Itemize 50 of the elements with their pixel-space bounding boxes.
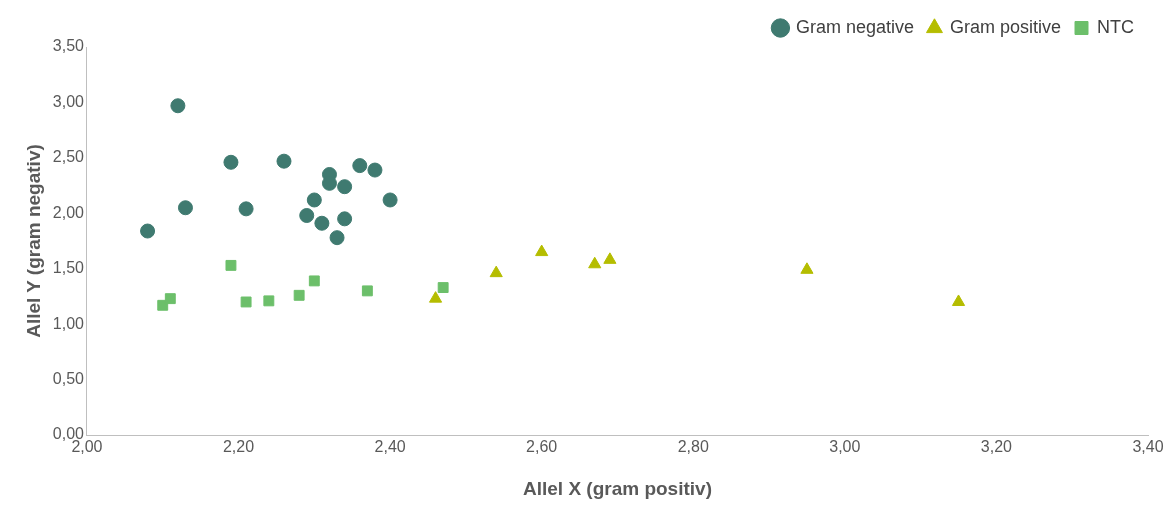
point: [337, 179, 353, 195]
point: [240, 296, 252, 308]
point: [263, 295, 275, 307]
x-tick-label: 3,00: [829, 438, 861, 456]
point: [489, 265, 503, 278]
point: [276, 153, 292, 169]
x-tick-label: 2,80: [677, 438, 709, 456]
x-tick-label: 3,20: [980, 438, 1013, 456]
point: [329, 230, 345, 246]
x-tick-label: 2,40: [374, 438, 406, 456]
point: [367, 162, 383, 178]
point: [800, 262, 814, 274]
point: [337, 211, 353, 227]
x-axis-title: Allel X (gram positiv): [522, 477, 712, 499]
point: [299, 208, 315, 223]
point: [361, 285, 373, 297]
point: [314, 215, 330, 231]
y-tick-label: 3,50: [52, 37, 85, 55]
legend-label: Gram positive: [949, 16, 1062, 37]
y-tick-label: 3,00: [52, 92, 85, 110]
point: [437, 282, 449, 294]
point: [306, 192, 322, 208]
point: [223, 154, 239, 170]
point: [382, 192, 398, 208]
y-tick-label: 0,50: [52, 369, 85, 387]
point: [308, 275, 320, 287]
point: [535, 244, 549, 257]
point: [588, 256, 602, 269]
point: [177, 200, 193, 216]
point: [352, 158, 368, 174]
point: [951, 294, 966, 306]
x-tick-label: 2,20: [222, 438, 255, 456]
x-tick-label: 3,40: [1132, 438, 1164, 456]
point: [603, 252, 617, 264]
y-tick-label: 2,50: [52, 148, 85, 166]
point: [170, 98, 186, 114]
x-tick-label: 2,60: [526, 438, 558, 456]
x-tick-label: 2,00: [71, 438, 103, 456]
y-tick-label: 1,00: [52, 314, 85, 332]
point: [140, 223, 156, 239]
point: [225, 259, 237, 271]
point: [164, 293, 176, 305]
point: [293, 289, 305, 301]
point: [238, 201, 254, 217]
y-axis-title: Allel Y (gram negativ): [22, 144, 44, 338]
y-tick-label: 1,50: [52, 259, 85, 277]
legend-label: Gram negative: [795, 16, 914, 37]
y-tick-label: 2,00: [52, 203, 85, 221]
point: [429, 291, 443, 303]
legend-label: NTC: [1097, 16, 1135, 37]
